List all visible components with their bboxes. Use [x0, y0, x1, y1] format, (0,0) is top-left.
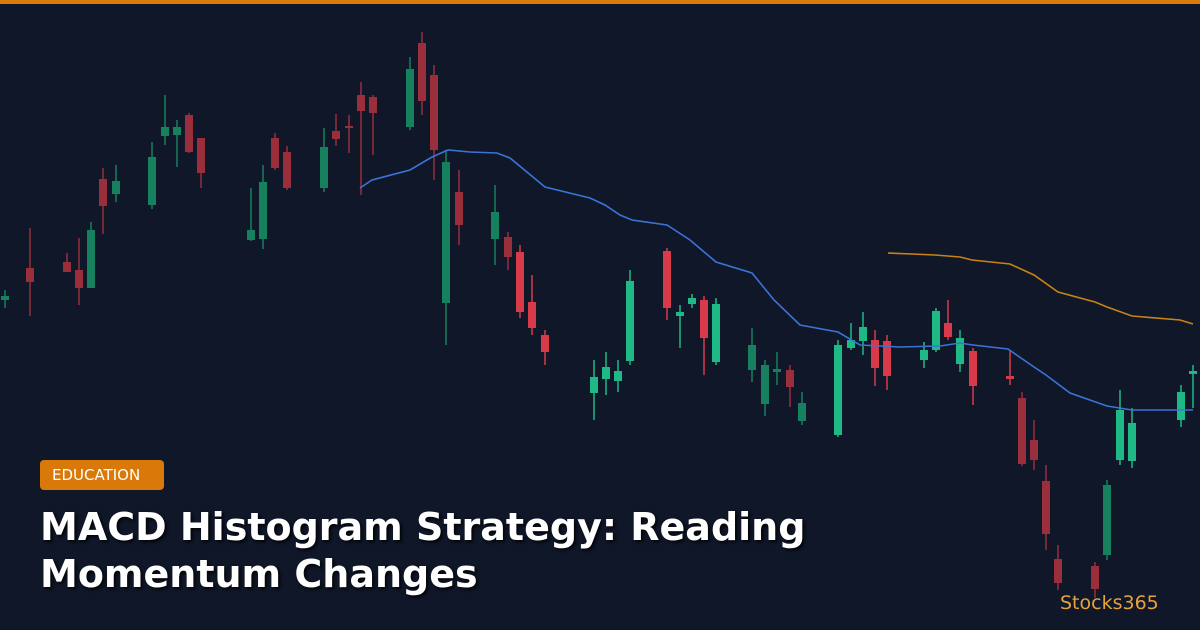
- top-bar: [0, 0, 1200, 4]
- category-tag: EDUCATION: [40, 460, 164, 490]
- brand: Stocks365: [1060, 592, 1159, 614]
- headline: MACD Histogram Strategy: Reading Momentu…: [40, 504, 805, 598]
- moving-average-line: [887, 252, 1194, 325]
- headline-line: MACD Histogram Strategy: Reading: [40, 505, 806, 549]
- moving-average-line: [359, 149, 1193, 411]
- headline-line: Momentum Changes: [40, 552, 478, 596]
